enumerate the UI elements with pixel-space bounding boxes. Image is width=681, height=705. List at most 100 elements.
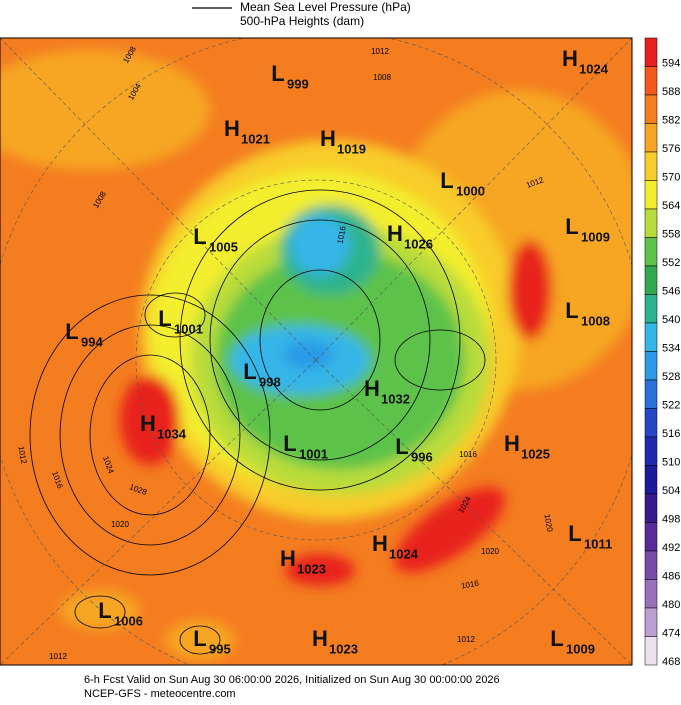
colorbar-cell: [644, 265, 658, 295]
center-letter: H: [140, 411, 156, 436]
pressure-center: L 998: [243, 359, 280, 390]
center-value: 1021: [241, 131, 270, 146]
pressure-center: H 1034: [140, 411, 187, 442]
pressure-center: L 1009: [550, 626, 595, 657]
center-letter: L: [243, 359, 256, 384]
center-letter: H: [320, 126, 336, 151]
pressure-center: H 1026: [387, 221, 433, 252]
isobar-label: 1020: [481, 547, 499, 556]
center-value: 1001: [299, 446, 328, 461]
center-value: 1011: [584, 536, 612, 551]
colorbar-label: 474: [662, 628, 680, 640]
colorbar-label: 480: [662, 599, 680, 611]
isobar-label: 1012: [371, 47, 389, 56]
legend-heights: 500-hPa Heights (dam): [240, 14, 364, 28]
center-value: 996: [411, 449, 433, 464]
center-letter: L: [440, 168, 453, 193]
pressure-center: H 1021: [224, 116, 270, 147]
center-value: 995: [209, 641, 231, 656]
colorbar-cell: [644, 123, 658, 153]
map-field: [0, 38, 632, 665]
colorbar-label: 510: [662, 457, 680, 469]
isobar-label: 1020: [111, 520, 129, 529]
pressure-center: L 995: [193, 626, 230, 657]
colorbar-cell: [644, 436, 658, 466]
center-value: 1034: [157, 426, 187, 441]
pressure-center: L 1001: [158, 306, 203, 337]
center-letter: H: [312, 626, 328, 651]
colorbar-label: 594: [662, 58, 680, 70]
pressure-center: H 1023: [280, 546, 326, 577]
colorbar-cell: [644, 237, 658, 267]
pressure-center: L 1000: [440, 168, 485, 199]
center-letter: L: [65, 319, 78, 344]
colorbar-label: 528: [662, 371, 680, 383]
center-letter: L: [395, 434, 408, 459]
colorbar-label: 588: [662, 86, 680, 98]
colorbar-cell: [644, 522, 658, 552]
center-value: 1008: [581, 313, 610, 328]
center-letter: L: [565, 298, 578, 323]
isobar-label: 1016: [336, 225, 348, 245]
pressure-center: L 999: [271, 61, 308, 92]
center-value: 1000: [456, 183, 485, 198]
center-value: 1023: [329, 641, 358, 656]
pressure-center: L 1009: [565, 214, 610, 245]
colorbar-label: 558: [662, 229, 680, 241]
center-value: 1009: [566, 641, 595, 656]
center-letter: L: [283, 431, 296, 456]
colorbar-cell: [644, 351, 658, 381]
colorbar-cell: [644, 579, 658, 609]
colorbar-label: 546: [662, 286, 680, 298]
isobar-label: 1016: [459, 450, 477, 459]
center-letter: H: [387, 221, 403, 246]
center-letter: H: [372, 531, 388, 556]
colorbar-cell: [644, 66, 658, 96]
pressure-center: H 1023: [312, 626, 358, 657]
pressure-center: L 1005: [193, 224, 238, 255]
center-value: 1019: [337, 141, 366, 156]
footer-valid: 6-h Fcst Valid on Sun Aug 30 06:00:00 20…: [84, 674, 500, 686]
center-value: 1006: [114, 613, 143, 628]
colorbar-label: 564: [662, 200, 680, 212]
center-letter: H: [364, 376, 380, 401]
pressure-center: L 996: [395, 434, 432, 465]
colorbar-cell: [644, 550, 658, 580]
colorbar-cell: [644, 607, 658, 637]
colorbar-label: 516: [662, 428, 680, 440]
pressure-center: L 994: [65, 319, 103, 350]
center-letter: L: [193, 626, 206, 651]
center-letter: H: [562, 46, 578, 71]
colorbar-cell: [644, 636, 658, 666]
isobar-label: 1016: [460, 579, 480, 591]
center-value: 1024: [579, 61, 609, 76]
center-letter: L: [550, 626, 563, 651]
footer-source: NCEP-GFS - meteocentre.com: [84, 688, 236, 700]
colorbar-label: 498: [662, 514, 680, 526]
pressure-center: L 1008: [565, 298, 610, 329]
colorbar-cell: [644, 94, 658, 124]
center-letter: L: [565, 214, 578, 239]
colorbar: 594 588 582 576 570 564 558 552 546 540 534 528 522 5…: [644, 37, 680, 668]
center-letter: L: [98, 598, 111, 623]
pressure-center: H 1024: [562, 46, 609, 77]
colorbar-label: 468: [662, 656, 680, 668]
center-value: 1025: [521, 446, 550, 461]
center-letter: L: [271, 61, 284, 86]
colorbar-label: 486: [662, 571, 680, 583]
center-letter: H: [280, 546, 296, 571]
center-value: 994: [81, 334, 103, 349]
pressure-center: H 1019: [320, 126, 366, 157]
pressure-center: H 1024: [372, 531, 419, 562]
colorbar-label: 582: [662, 115, 680, 127]
center-value: 998: [259, 374, 281, 389]
pressure-center: H 1025: [504, 431, 550, 462]
colorbar-cell: [644, 208, 658, 238]
legend-pressure: Mean Sea Level Pressure (hPa): [240, 0, 411, 14]
colorbar-cell: [644, 180, 658, 210]
colorbar-cell: [644, 294, 658, 324]
colorbar-label: 552: [662, 257, 680, 269]
colorbar-label: 540: [662, 314, 680, 326]
center-value: 1005: [209, 239, 238, 254]
